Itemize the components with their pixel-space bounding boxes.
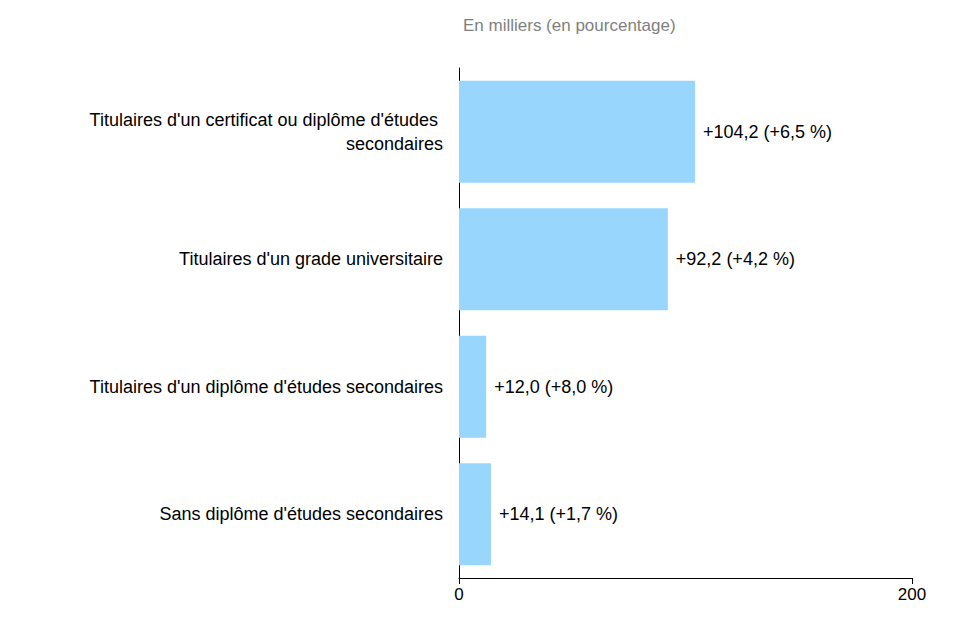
svg-text:+104,2 (+6,5 %): +104,2 (+6,5 %) <box>703 122 832 142</box>
svg-text:Titulaires d'un grade universi: Titulaires d'un grade universitaire <box>179 249 443 269</box>
svg-text:+14,1 (+1,7 %): +14,1 (+1,7 %) <box>499 504 618 524</box>
svg-text:+12,0 (+8,0 %): +12,0 (+8,0 %) <box>494 377 613 397</box>
svg-text:secondaires: secondaires <box>346 134 443 154</box>
svg-text:En milliers (en pourcentage): En milliers (en pourcentage) <box>463 16 676 35</box>
svg-text:Titulaires d'un diplôme d'étud: Titulaires d'un diplôme d'études seconda… <box>90 377 443 397</box>
svg-text:Sans diplôme d'études secondai: Sans diplôme d'études secondaires <box>159 504 443 524</box>
svg-text:200: 200 <box>898 585 926 604</box>
svg-text:+92,2 (+4,2 %): +92,2 (+4,2 %) <box>676 249 795 269</box>
svg-text:Titulaires d'un certificat ou: Titulaires d'un certificat ou diplôme d'… <box>90 110 443 130</box>
svg-text:0: 0 <box>454 585 463 604</box>
